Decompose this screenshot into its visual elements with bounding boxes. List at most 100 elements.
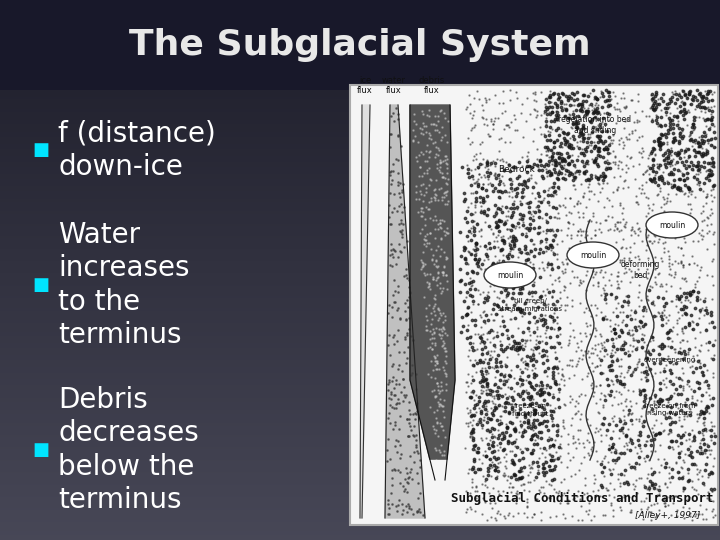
Point	[500, 300, 512, 308]
Point	[701, 309, 712, 318]
Point	[477, 193, 489, 202]
Point	[479, 209, 490, 218]
Point	[631, 116, 643, 125]
Point	[633, 301, 644, 310]
Point	[490, 113, 501, 122]
Point	[693, 148, 705, 157]
Point	[580, 347, 591, 355]
Point	[493, 490, 505, 498]
Point	[626, 273, 638, 281]
Point	[606, 212, 618, 221]
Point	[490, 463, 502, 471]
Point	[473, 255, 485, 264]
Point	[480, 404, 491, 413]
Point	[594, 123, 606, 131]
Point	[464, 333, 476, 341]
Point	[644, 508, 656, 516]
Point	[635, 474, 647, 482]
Point	[654, 429, 665, 437]
Point	[665, 380, 676, 389]
Point	[525, 236, 536, 245]
Point	[498, 444, 510, 453]
Point	[439, 316, 451, 325]
Ellipse shape	[567, 242, 619, 268]
Point	[388, 330, 400, 339]
Point	[465, 331, 477, 340]
Point	[607, 335, 618, 343]
Point	[695, 438, 706, 447]
Point	[603, 464, 615, 473]
Point	[477, 138, 488, 146]
Point	[623, 406, 634, 415]
Point	[654, 428, 665, 437]
Point	[646, 479, 657, 488]
Point	[683, 345, 695, 353]
Point	[503, 408, 515, 416]
Point	[482, 171, 493, 180]
Point	[397, 397, 409, 406]
Point	[488, 392, 500, 400]
Point	[429, 354, 441, 362]
Point	[492, 507, 503, 515]
Point	[513, 180, 524, 188]
Point	[653, 490, 665, 499]
Point	[644, 112, 655, 120]
Point	[662, 501, 674, 509]
Point	[660, 366, 671, 375]
Point	[675, 258, 687, 266]
Point	[702, 446, 714, 454]
Point	[416, 171, 428, 180]
Point	[611, 354, 623, 362]
Point	[400, 358, 412, 367]
Point	[428, 251, 439, 260]
Point	[518, 309, 530, 318]
Point	[633, 184, 644, 193]
Point	[613, 139, 624, 148]
Point	[517, 185, 528, 193]
Point	[657, 177, 668, 186]
Point	[509, 424, 521, 433]
Point	[592, 114, 603, 123]
Point	[708, 323, 719, 332]
Point	[391, 375, 402, 384]
Point	[595, 228, 607, 237]
Point	[585, 494, 597, 502]
Point	[469, 440, 481, 449]
Point	[618, 449, 630, 458]
Point	[544, 167, 555, 176]
Point	[493, 216, 505, 225]
Point	[634, 417, 645, 426]
Point	[494, 336, 505, 345]
Point	[626, 129, 638, 137]
Point	[541, 171, 552, 180]
Point	[471, 483, 482, 491]
Point	[558, 100, 570, 109]
Point	[536, 197, 547, 206]
Point	[488, 380, 500, 389]
Point	[546, 292, 557, 300]
Point	[402, 500, 413, 508]
Point	[510, 299, 522, 307]
Point	[432, 272, 444, 281]
Point	[612, 470, 624, 478]
Point	[547, 407, 559, 416]
Point	[687, 325, 698, 333]
Point	[482, 205, 494, 213]
Point	[613, 376, 625, 385]
Point	[696, 449, 708, 458]
Point	[503, 123, 515, 131]
Point	[679, 428, 690, 436]
Point	[426, 319, 437, 328]
Point	[487, 441, 498, 449]
Point	[624, 256, 635, 265]
Point	[555, 103, 567, 112]
Point	[567, 438, 578, 447]
Point	[678, 353, 690, 361]
Point	[633, 474, 644, 482]
Point	[609, 347, 621, 356]
Point	[593, 224, 605, 233]
Point	[649, 150, 661, 159]
Point	[567, 414, 578, 422]
Point	[508, 237, 520, 245]
Point	[490, 211, 502, 220]
